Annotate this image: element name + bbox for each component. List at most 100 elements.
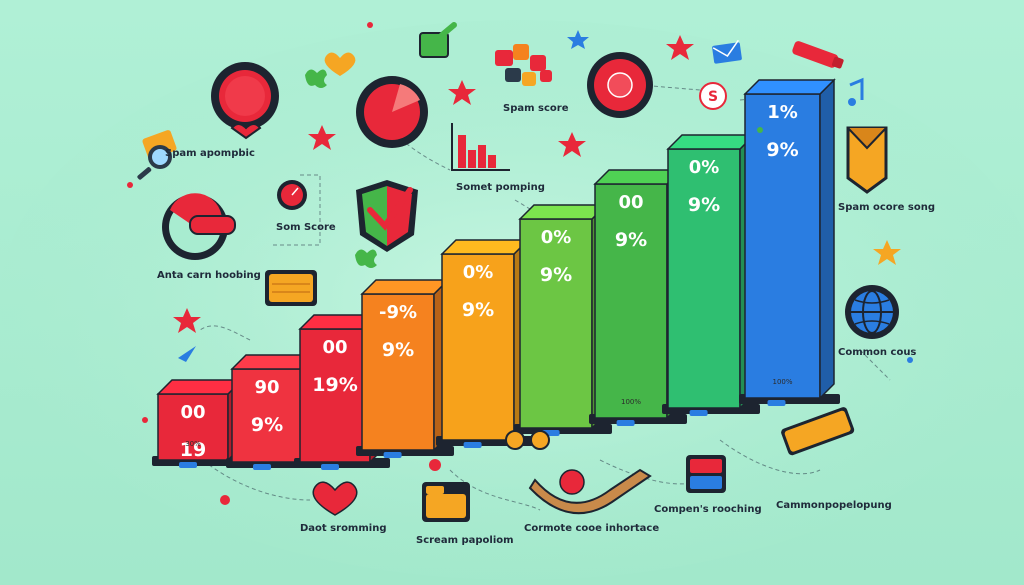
magnifier-icon — [137, 130, 177, 180]
label-title: Anta carn hoobing — [157, 270, 261, 281]
tag-icon — [781, 407, 855, 456]
bar-front-label: 9% — [615, 229, 647, 251]
label-anta-carn-hoobing: Anta carn hoobing — [157, 270, 261, 281]
bar-front-label: 9% — [382, 339, 414, 361]
star-icon — [873, 240, 901, 265]
bar-front — [519, 218, 593, 429]
label-title: Somet pomping — [456, 182, 545, 193]
bar-foot — [689, 410, 708, 416]
bar-9: 1% 9% 100% — [739, 78, 840, 406]
bar-side — [819, 78, 835, 400]
bar-top-label: 90 — [254, 377, 279, 398]
label-title: Spam score — [503, 103, 569, 114]
cards-icon — [265, 270, 317, 306]
bar-small-label: 100% — [772, 378, 792, 386]
bar-front — [667, 148, 741, 409]
target-icon — [587, 52, 653, 118]
star-icon — [173, 35, 694, 333]
bar-front — [361, 293, 435, 451]
sparkle-dots — [127, 22, 913, 505]
bar-4: -9% 9% — [356, 278, 454, 458]
label-scream-papoliom: Scream papoliom — [416, 535, 514, 546]
puzzle-icon — [305, 69, 377, 268]
bar-top — [360, 279, 450, 295]
label-title: Cammonpopelopung — [776, 500, 892, 511]
heart-icon — [312, 481, 358, 516]
globe-icon — [845, 285, 899, 339]
bar-front — [441, 253, 515, 441]
bar-foot — [616, 420, 635, 426]
heart-icon — [324, 52, 356, 76]
bar-top-label: 0% — [541, 227, 572, 248]
bar-front-label: 9% — [688, 194, 720, 216]
stopwatch-icon — [277, 180, 307, 210]
gauge-icon — [162, 193, 236, 260]
bar-front — [231, 368, 303, 463]
label-common-cous: Common cous — [838, 347, 916, 358]
bar-top — [518, 204, 608, 220]
bar-top-label: 00 — [618, 192, 643, 213]
label-title: Spam ocore song — [838, 202, 935, 213]
label-cormote-cooe-inhortace: Cormote cooe inhortace — [524, 523, 659, 534]
label-spam-score: Spam score — [503, 103, 568, 114]
bar-top — [743, 79, 836, 95]
bar-top-label: 0% — [689, 157, 720, 178]
bowl-icon — [528, 468, 652, 515]
marker-icon — [792, 41, 844, 69]
bar-front-label: 19 — [180, 439, 206, 461]
label-title: Scream papoliom — [416, 535, 514, 546]
label-title: Som Score — [276, 222, 336, 233]
bar-foot — [463, 442, 482, 448]
label-title: Cormote cooe inhortace — [524, 523, 660, 534]
bar-foot — [179, 462, 197, 468]
bar-top — [156, 379, 244, 395]
bar-front-label: 9% — [540, 264, 572, 286]
bar-front — [744, 93, 821, 399]
bar-front-label: 19% — [312, 374, 357, 396]
envelope-icon — [712, 39, 742, 64]
music-note-icon — [848, 77, 864, 106]
label-spam-apompbic: Spam apompbic — [165, 148, 255, 159]
bar-foot — [767, 400, 786, 406]
label-cammonpopelopung: Cammonpopelopung — [776, 500, 892, 511]
bar-front-label: 9% — [462, 299, 494, 321]
label-somet-pomping: Somet pomping — [456, 182, 545, 193]
bar-top-label: 1% — [767, 102, 798, 123]
bar-foot — [253, 464, 271, 470]
bar-top — [666, 134, 756, 150]
target-icon — [356, 76, 428, 148]
label-title: Daot sromming — [300, 523, 387, 534]
folder-icon — [422, 482, 470, 522]
label-title: Compen's rooching — [654, 504, 762, 515]
dollar-icon: S — [699, 82, 727, 110]
circle-button-icon — [211, 62, 279, 140]
label-compens-rooching: Compen's rooching — [654, 504, 762, 515]
shield-check-icon — [356, 180, 418, 252]
bar-top-label: 00 — [180, 402, 205, 423]
bar-foot — [321, 464, 339, 470]
star-icon — [567, 30, 589, 49]
mini-bar-chart-icon — [451, 123, 510, 171]
bar-foot — [383, 452, 402, 458]
box-icon — [686, 455, 726, 493]
bar-small-label: 30% — [185, 440, 201, 448]
folder-icon — [846, 126, 888, 194]
bar-front — [299, 328, 371, 463]
label-title: Spam apompbic — [165, 148, 255, 159]
bar-top — [440, 239, 530, 255]
bar-front-label: 9% — [766, 139, 798, 161]
label-som-score: Som Score — [276, 222, 336, 233]
bar-front-label: 9% — [251, 414, 283, 436]
paper-plane-icon — [178, 346, 196, 362]
label-spam-ocore-song: Spam ocore song — [838, 202, 935, 213]
bar-front — [594, 183, 668, 419]
label-title: Common cous — [838, 347, 917, 358]
bar-top-label: -9% — [379, 302, 417, 323]
bar-front — [157, 393, 229, 461]
bar-top-label: 0% — [463, 262, 494, 283]
puzzle-icon — [495, 44, 552, 86]
bar-small-label: 100% — [621, 398, 641, 406]
